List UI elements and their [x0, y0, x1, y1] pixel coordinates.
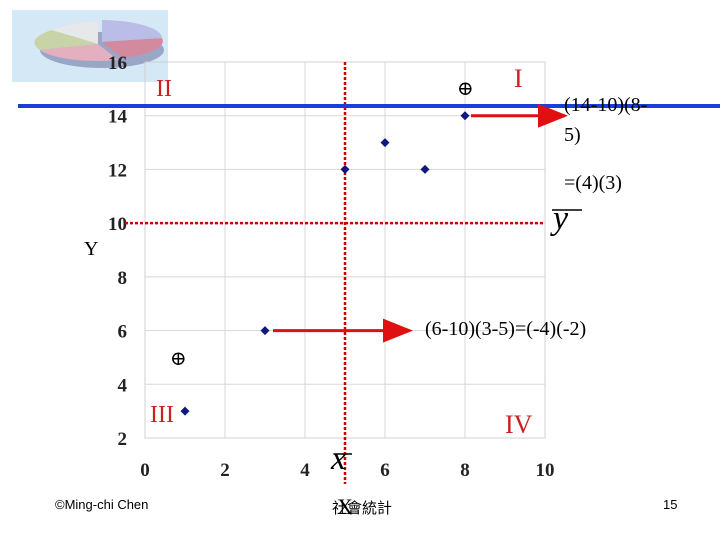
y-tick-label: 14 [108, 107, 128, 128]
y-tick-label: 4 [118, 375, 128, 396]
data-point [380, 138, 390, 148]
quadrant-label-iii: III [150, 402, 174, 428]
x-axis-label: X [337, 494, 353, 519]
data-point [460, 111, 470, 121]
y-tick-label: 6 [118, 322, 128, 343]
data-point [420, 164, 430, 174]
data-points [180, 111, 470, 416]
quadrant-label-iv: IV [505, 410, 533, 439]
footer-course: 社會統計 [332, 501, 393, 517]
annotation-upper-line1: (14-10)(8- [564, 94, 648, 116]
quadrant-label-i: I [514, 64, 523, 93]
xbar-symbol: x [331, 440, 347, 477]
pie-thumbnail [12, 10, 168, 82]
data-point [260, 326, 270, 336]
plus-sign-q3: ⊕ [170, 346, 187, 370]
x-tick-label: 8 [460, 460, 470, 481]
pie-chart-icon [34, 20, 164, 68]
ybar-symbol: y [553, 200, 569, 237]
data-point [340, 164, 350, 174]
plus-sign-q1: ⊕ [457, 76, 474, 100]
y-tick-label: 8 [118, 268, 128, 289]
x-tick-label: 10 [536, 460, 555, 481]
x-tick-label: 0 [140, 460, 150, 481]
annotation-upper-line2: 5) [564, 124, 581, 146]
data-point [180, 406, 190, 416]
x-tick-label: 4 [300, 460, 310, 481]
x-tick-label: 2 [220, 460, 230, 481]
y-tick-label: 10 [108, 214, 127, 235]
annotation-upper-result: =(4)(3) [564, 172, 622, 194]
y-axis-label: Y [84, 238, 99, 260]
footer-page-number: 15 [663, 497, 678, 512]
y-tick-label: 16 [108, 53, 127, 74]
y-tick-label: 12 [108, 160, 127, 181]
y-tick-label: 2 [118, 429, 128, 450]
footer-author: ©Ming-chi Chen [55, 497, 149, 512]
quadrant-label-ii: II [156, 76, 172, 102]
x-tick-label: 6 [380, 460, 390, 481]
annotation-lower: (6-10)(3-5)=(-4)(-2) [425, 318, 587, 340]
mean-lines [125, 62, 545, 484]
arrows [273, 103, 568, 343]
